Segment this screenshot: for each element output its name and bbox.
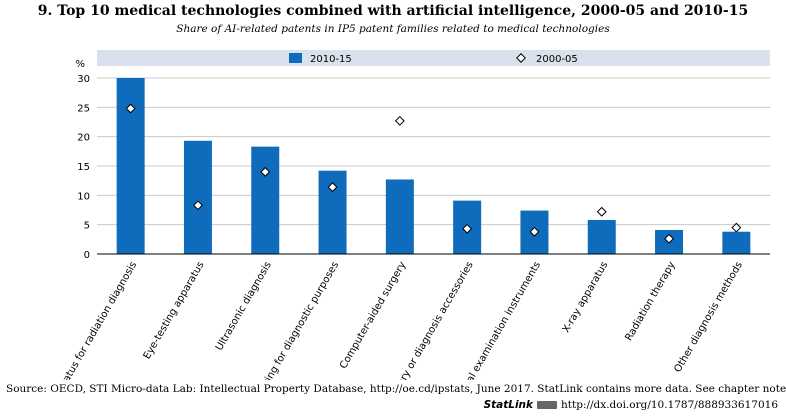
y-tick-label: 5 xyxy=(84,221,90,232)
x-tick-label: Eye-testing apparatus xyxy=(142,260,207,361)
x-tick-label: Apparatus for radiation diagnosis xyxy=(46,260,139,380)
marker-point xyxy=(327,182,338,193)
x-tick-label: Radiation therapy xyxy=(623,260,677,343)
y-axis-label: % xyxy=(75,59,85,70)
marker-point xyxy=(529,226,540,237)
y-tick-label: 10 xyxy=(77,191,90,202)
bar-chart: 2010-15 2000-05 0 5 10 15 20 25 30% Apparatus for… xyxy=(46,50,770,380)
marker-point xyxy=(193,200,203,211)
y-tick-label: 0 xyxy=(84,250,90,261)
bar xyxy=(251,146,280,254)
x-tick-label: Computer-aided surgery xyxy=(338,260,408,371)
bar xyxy=(587,219,616,254)
statlink-row: StatLink http://dx.doi.org/10.1787/88893… xyxy=(484,399,778,411)
y-tick-label: 20 xyxy=(77,133,90,144)
y-tick-label: 15 xyxy=(77,162,90,173)
marker-point xyxy=(462,223,473,234)
marker-point xyxy=(664,233,674,244)
legend-label-marker: 2000-05 xyxy=(536,54,578,65)
legend-swatch-marker xyxy=(516,53,526,63)
source-note: Source: OECD, STI Micro-data Lab: Intell… xyxy=(6,383,786,395)
bar xyxy=(385,179,414,254)
bar xyxy=(722,231,751,254)
x-tick-label: Other diagnosis methods xyxy=(672,260,744,374)
marker-point xyxy=(125,103,136,114)
statlink-logo-icon xyxy=(537,401,558,409)
bar xyxy=(183,140,212,254)
legend-swatch-bar xyxy=(289,53,302,63)
marker-point xyxy=(731,222,742,233)
statlink-url[interactable]: http://dx.doi.org/10.1787/888933617016 xyxy=(561,399,778,411)
statlink-label: StatLink xyxy=(483,399,534,411)
x-tick-label: X-ray apparatus xyxy=(561,260,611,335)
marker-point xyxy=(596,206,607,217)
chart-subtitle: Share of AI-related patents in IP5 paten… xyxy=(176,23,610,35)
marker-point xyxy=(394,115,405,126)
legend-band xyxy=(97,50,770,66)
y-tick-label: 25 xyxy=(77,103,90,114)
legend-label-bar: 2010-15 xyxy=(310,54,352,65)
marker-point xyxy=(260,166,271,177)
chart-title: 9. Top 10 medical technologies combined … xyxy=(37,3,749,19)
y-tick-label: 30 xyxy=(77,74,90,85)
x-tick-label: Ultrasonic diagnosis xyxy=(214,260,274,353)
